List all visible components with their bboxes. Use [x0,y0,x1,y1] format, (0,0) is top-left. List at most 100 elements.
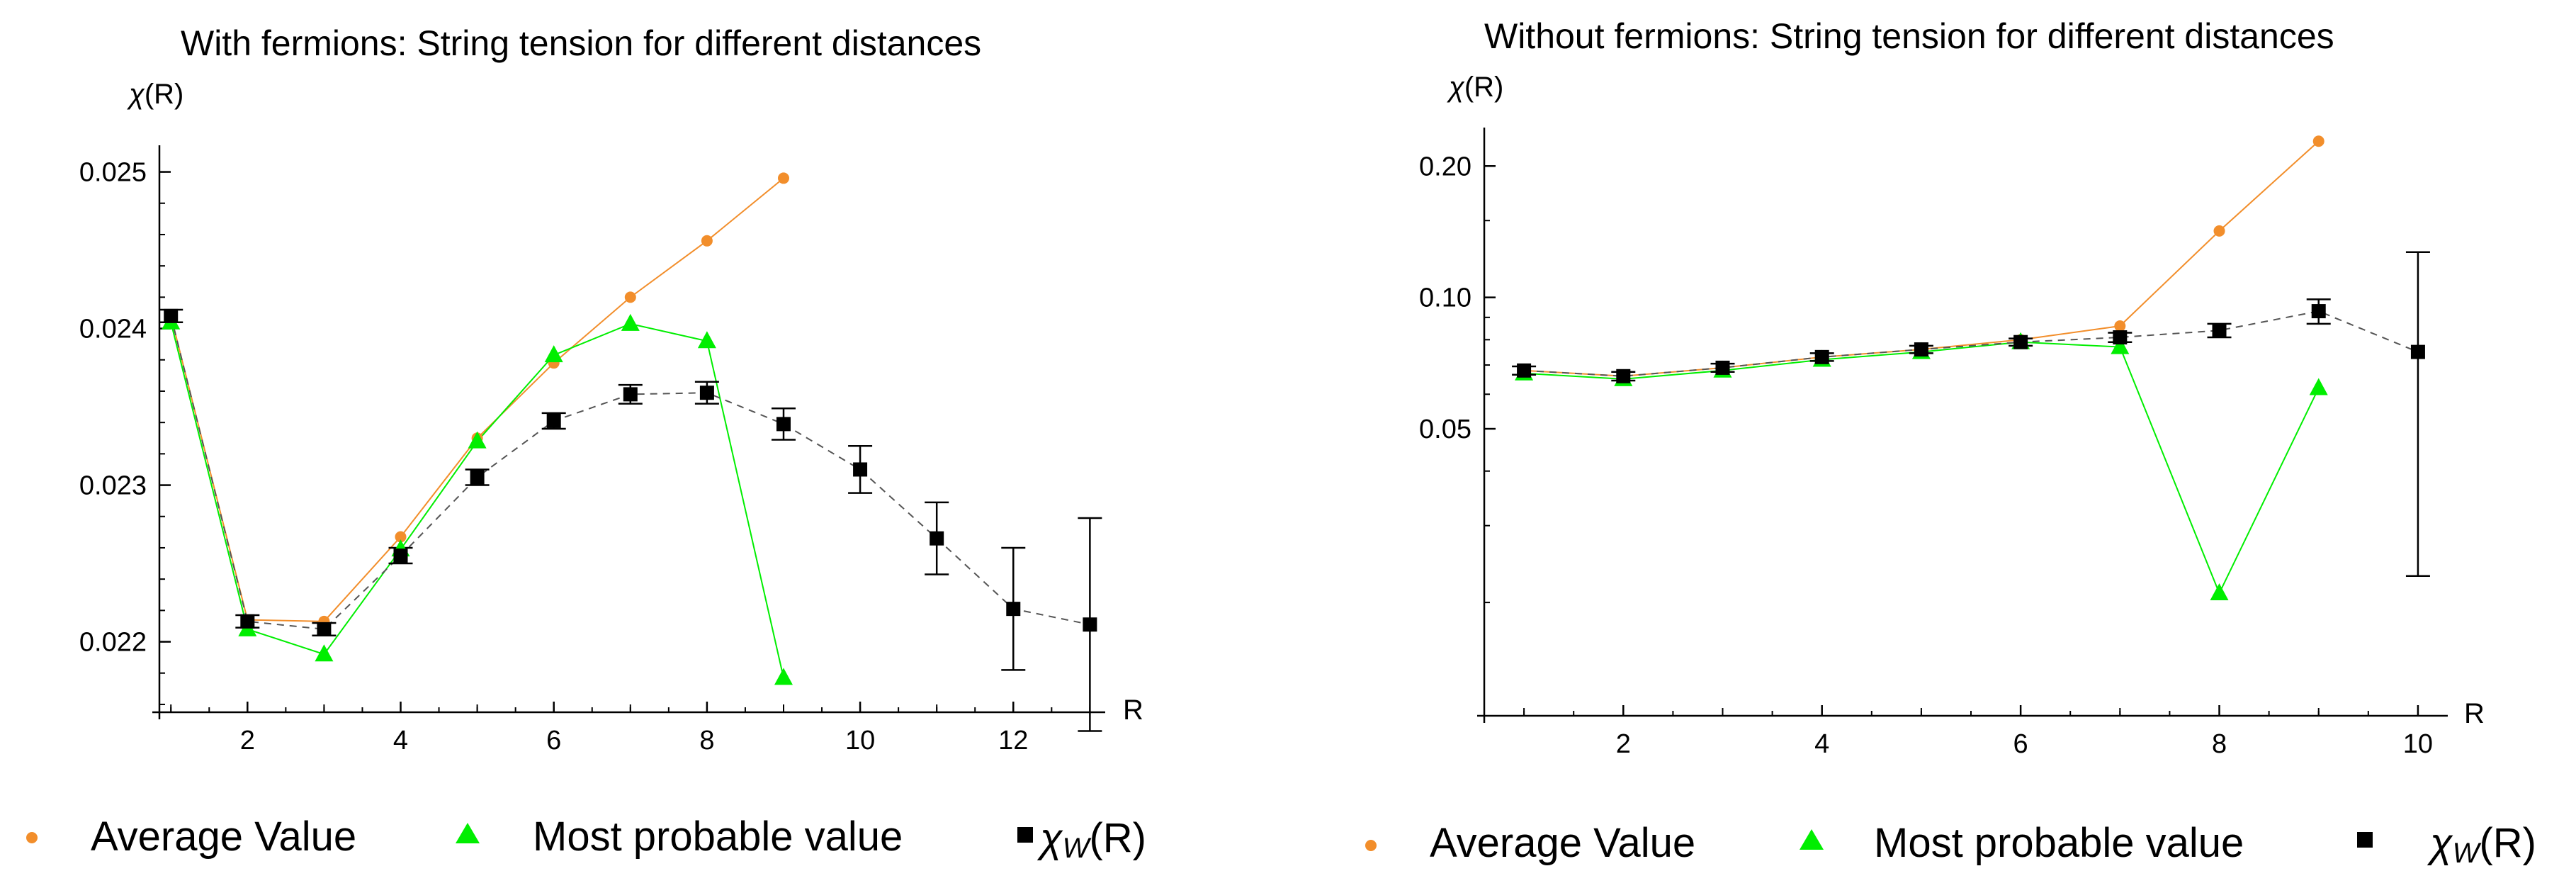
legend-chi-w-marker [2357,832,2373,848]
chi-w-point [393,549,408,563]
y-tick-label: 0.022 [79,628,147,658]
most-probable-value-point [2111,337,2130,354]
chart-1-legend: Average Value Most probable value χW(R) [26,814,1146,864]
chi-w-point [2410,344,2425,359]
chi-w-point [699,386,714,400]
legend-chi-sub: W [1063,833,1092,864]
average-value-point [777,172,789,184]
x-tick-label: 4 [393,726,408,755]
y-tick-label: 0.10 [1419,283,1471,313]
chi-w-point [470,470,485,485]
chi-w-point [317,622,332,636]
chi-w-point [164,308,179,323]
chart-1-ylabel-arg: (R) [145,79,184,110]
chart-1-xlabel: R [1123,695,1143,726]
legend-average-label: Average Value [91,814,356,860]
chart-1-ticks: 2 4 6 8 10 12 0.022 0.023 0.024 0.025 [79,145,1105,755]
legend-chi-w-marker [1017,827,1033,843]
chi-w-point [2311,304,2326,319]
chart-1-title: With fermions: String tension for differ… [181,23,981,63]
most-probable-value-line [170,322,784,678]
y-tick-label: 0.025 [79,158,147,188]
legend-most-probable-label: Most probable value [533,814,903,860]
legend-average-marker [26,832,38,843]
chart-2-title: Without fermions: String tension for dif… [1484,16,2334,56]
chart-2-ticks: 2 4 6 8 10 0.05 0.10 0.20 [1419,128,2448,759]
average-value-line [170,177,784,622]
x-tick-label: 2 [1616,729,1631,759]
most-probable-value-point [2210,583,2229,601]
chi-w-point [2013,335,2028,349]
chi-w-point [1715,360,1730,375]
chi-w-point [853,462,868,477]
chart-without-fermions: Without fermions: String tension for dif… [1419,16,2485,759]
most-probable-value-point [774,668,793,685]
chart-2-xlabel: R [2464,698,2485,729]
chi-w-point [1083,617,1097,632]
chi-w-point [623,387,638,402]
average-value-line [1524,140,2320,377]
chi-w-line [170,315,1090,630]
y-tick-label: 0.023 [79,471,147,501]
y-tick-label: 0.05 [1419,415,1471,444]
x-tick-label: 6 [546,726,561,755]
chi-w-point [2212,323,2227,338]
chi-w-point [2113,330,2128,345]
legend-chi-symbol: χ [2427,820,2453,866]
chi-w-point [776,417,791,432]
most-probable-value-point [621,313,640,331]
x-tick-label: 10 [2403,729,2433,759]
legend-average-label: Average Value [1430,820,1695,866]
legend-most-probable-marker [1800,829,1824,850]
chart-2-ylabel: χ(R) [1447,72,1503,103]
chart-1-marks [159,172,1102,732]
average-value-point [624,291,636,303]
chi-w-point [240,614,255,629]
chart-2-legend: Average Value Most probable value χW(R) [1365,820,2536,869]
x-tick-label: 2 [240,726,255,755]
x-tick-label: 8 [2212,729,2227,759]
chart-2-marks [1512,135,2430,601]
most-probable-value-line [1524,341,2320,595]
legend-chi-w-label: χW(R) [1036,815,1146,864]
x-tick-label: 4 [1814,729,1829,759]
most-probable-value-point [2309,378,2328,395]
most-probable-value-point [697,331,716,349]
chi-w-line [1524,310,2419,377]
chart-2-ylabel-arg: (R) [1464,72,1504,103]
chi-w-point [930,531,944,546]
y-tick-label: 0.024 [79,315,147,344]
chart-1-ylabel-symbol: χ [127,79,145,110]
most-probable-value-point [315,644,334,662]
chart-1-ylabel: χ(R) [127,79,183,110]
legend-chi-sub: W [2453,838,2482,869]
legend-most-probable-marker [456,823,480,843]
legend-average-marker [1365,840,1377,851]
average-value-point [2312,135,2324,147]
legend-chi-symbol: χ [1036,815,1063,861]
chi-w-point [1616,369,1631,383]
chart-with-fermions: With fermions: String tension for differ… [79,23,1143,755]
chi-w-point [1006,602,1021,617]
chi-w-point [1517,363,1532,378]
legend-chi-arg: (R) [2479,820,2536,866]
x-tick-label: 6 [2013,729,2028,759]
x-tick-label: 12 [998,726,1028,755]
x-tick-label: 10 [845,726,875,755]
chart-2-ylabel-symbol: χ [1447,72,1465,103]
x-tick-label: 8 [699,726,714,755]
chi-w-point [546,413,561,428]
legend-chi-arg: (R) [1089,815,1146,861]
legend-chi-w-label: χW(R) [2427,820,2536,869]
legend-most-probable-label: Most probable value [1874,820,2244,866]
chi-w-point [1814,349,1829,364]
average-value-point [2213,225,2225,237]
most-probable-value-point [468,431,487,449]
chi-w-point [1914,342,1928,357]
average-value-point [395,531,407,543]
average-value-point [701,235,713,247]
most-probable-value-point [544,345,563,363]
y-tick-label: 0.20 [1419,152,1471,181]
